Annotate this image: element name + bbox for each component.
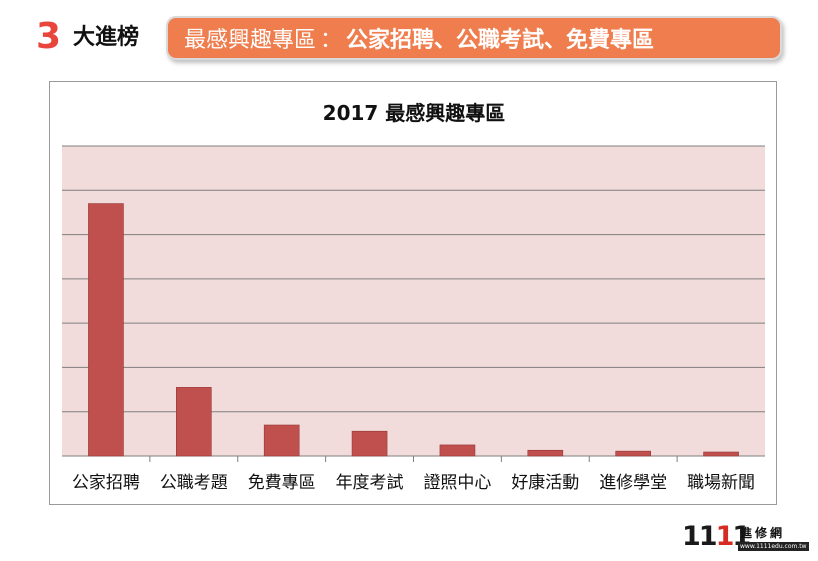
bar-2: [176, 387, 212, 457]
x-tick-label: 年度考試: [336, 473, 404, 493]
x-tick-label: 好康活動: [511, 473, 579, 493]
x-tick-label: 公職考題: [160, 473, 228, 493]
logo-brand-text: 進修網: [740, 526, 786, 540]
x-tick-label: 免費專區: [248, 473, 316, 493]
x-tick-label: 進修學堂: [599, 473, 667, 493]
chart-frame: 2017 最感興趣專區公家招聘 公職考題 免費專區 年度考試 證照中心 好康活動 進修學堂職…: [49, 81, 777, 505]
bar-3: [263, 424, 300, 457]
banner-topics: 公家招聘、公職考試、免費專區: [346, 28, 655, 53]
rank-number: 3: [36, 16, 62, 57]
plot-area: [62, 146, 765, 456]
bar-7: [615, 450, 651, 457]
x-tick-label: 職場新聞: [687, 473, 755, 493]
rank-label: 大進榜: [73, 25, 140, 50]
bar-chart: 2017 最感興趣專區公家招聘 公職考題 免費專區 年度考試 證照中心 好康活動 進修學堂職…: [62, 101, 765, 493]
banner-separator: ：: [320, 28, 343, 53]
bar-1: [88, 203, 124, 457]
logo-url: www.1111edu.com.tw: [738, 542, 809, 551]
header: 3 大進榜 最感興趣專區 ： 公家招聘、公職考試、免費專區: [0, 0, 818, 70]
chart-title: 2017 最感興趣專區: [323, 101, 506, 125]
bar-8: [703, 451, 739, 457]
bar-6: [527, 449, 564, 457]
title-banner: 最感興趣專區 ： 公家招聘、公職考試、免費專區: [166, 16, 782, 60]
bar-5: [439, 444, 476, 457]
banner-lead: 最感興趣專區: [184, 28, 317, 53]
x-tick-label: 公家招聘: [72, 473, 140, 493]
brand-logo: 1111 進修網 www.1111edu.com.tw: [682, 522, 809, 554]
x-tick-label: 證照中心: [423, 473, 491, 493]
bar-4: [351, 430, 388, 457]
